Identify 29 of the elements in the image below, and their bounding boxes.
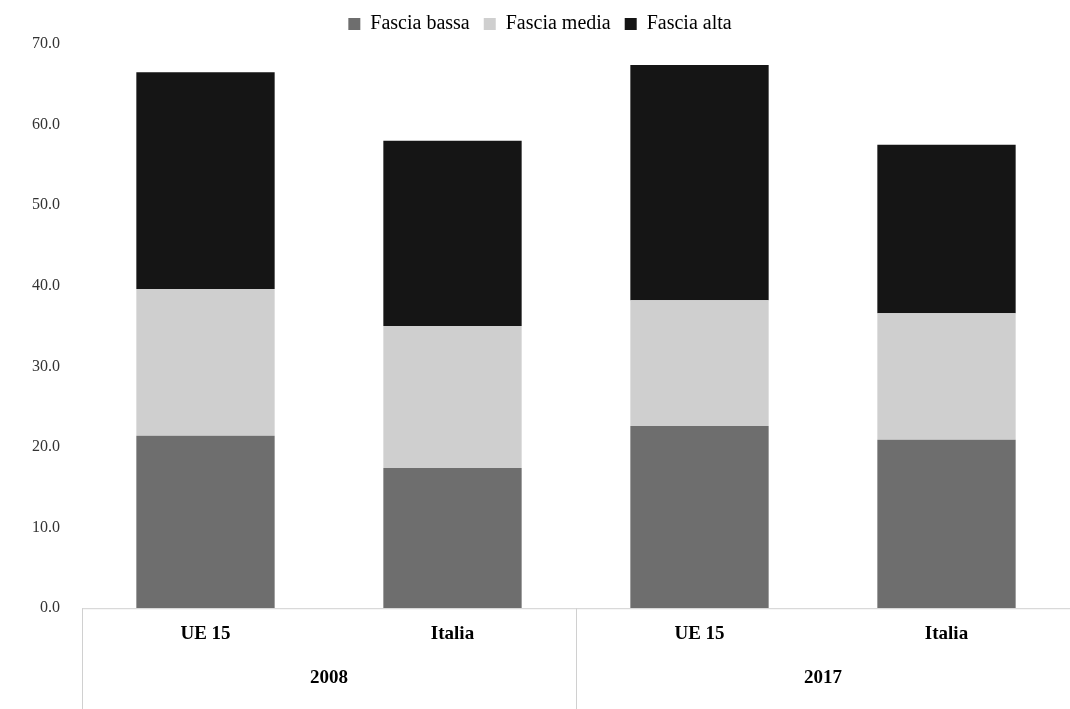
bar: [630, 426, 769, 609]
bar: [877, 144, 1016, 314]
x-tick-label: UE 15: [180, 621, 231, 643]
y-tick-label: 70.0: [32, 34, 60, 52]
y-tick-label: 10.0: [32, 517, 60, 535]
x-tick-label: Italia: [924, 621, 969, 643]
bar: [383, 326, 522, 468]
y-tick-label: 20.0: [32, 437, 60, 455]
bar: [877, 313, 1016, 440]
x-tick-label: Italia: [430, 621, 475, 643]
legend-label: Fascia media: [505, 11, 611, 34]
text: 2008: [310, 666, 348, 688]
y-tick-label: 40.0: [32, 276, 60, 293]
bar: [383, 467, 522, 609]
bar: [136, 435, 275, 609]
y-tick-label: 60.0: [32, 114, 60, 132]
bar: [630, 64, 769, 301]
x-tick-label: UE 15: [674, 621, 725, 643]
bar: [136, 289, 275, 436]
y-tick-label: 0.0: [40, 598, 60, 616]
bar: [630, 300, 769, 427]
y-tick-label: 50.0: [32, 195, 60, 213]
bar: [383, 140, 522, 327]
y-tick-label: 30.0: [32, 356, 60, 374]
legend-label: Fascia bassa: [370, 11, 470, 34]
text: 2017: [804, 666, 843, 688]
legend-label: Fascia alta: [646, 11, 732, 34]
bar: [877, 439, 1016, 609]
bar: [136, 72, 275, 290]
